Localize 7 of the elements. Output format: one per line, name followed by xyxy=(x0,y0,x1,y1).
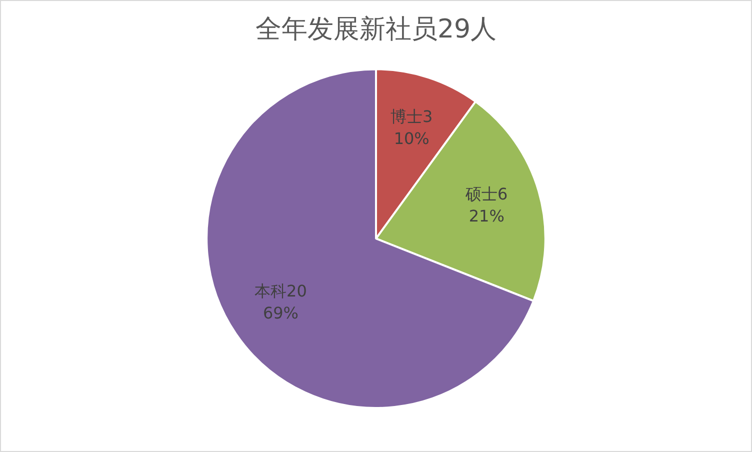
data-label: 10% xyxy=(394,129,430,148)
data-label: 69% xyxy=(262,304,299,323)
data-label: 21% xyxy=(468,206,504,226)
chart-title: 全年发展新社员29人 xyxy=(255,14,497,44)
slice-label: 本科20 xyxy=(254,282,307,301)
slice-label: 硕士6 xyxy=(464,184,508,204)
slice-label: 博士3 xyxy=(390,107,433,126)
